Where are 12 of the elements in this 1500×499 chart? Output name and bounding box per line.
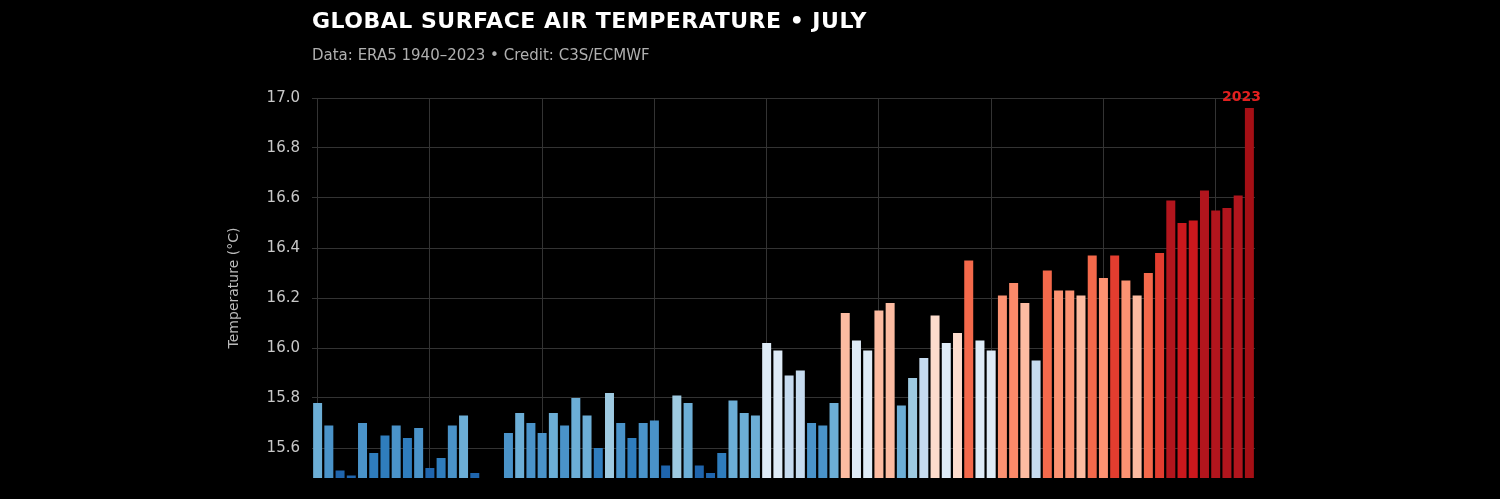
- chart-title: GLOBAL SURFACE AIR TEMPERATURE • JULY: [312, 8, 867, 33]
- annotation: 2023: [1222, 87, 1261, 104]
- y-tick-label: 16.4: [266, 237, 300, 256]
- y-tick-label: 16.0: [266, 337, 300, 356]
- y-tick-label: 15.8: [266, 387, 300, 406]
- y-tick-label: 16.6: [266, 187, 300, 206]
- y-tick-label: 16.8: [266, 137, 300, 156]
- y-axis-title: Temperature (°C): [225, 227, 242, 350]
- y-tick-label: 15.6: [266, 437, 300, 456]
- y-tick-label: 16.2: [266, 287, 300, 306]
- y-tick-label: 17.0: [266, 87, 300, 106]
- chart-subtitle: Data: ERA5 1940–2023 • Credit: C3S/ECMWF: [312, 46, 650, 64]
